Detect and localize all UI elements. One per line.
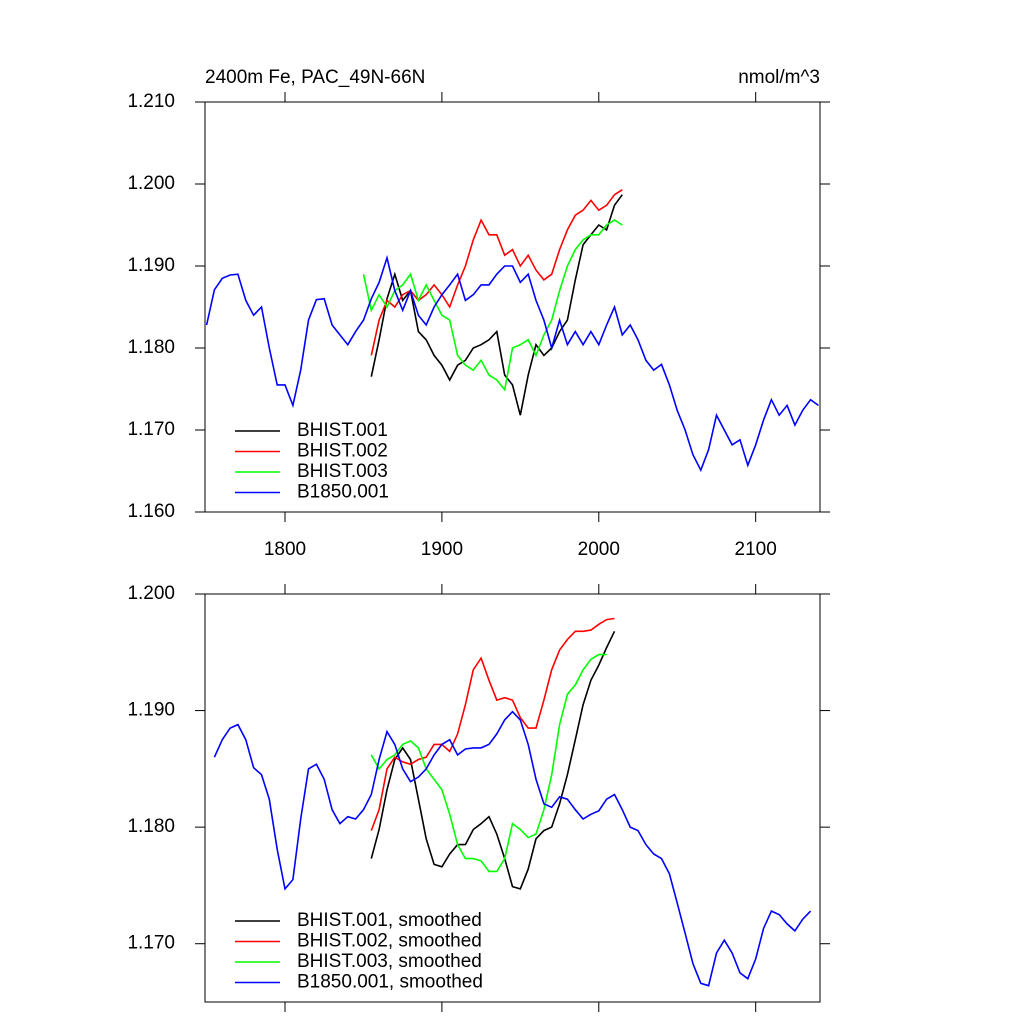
x-tick-label: 2000: [578, 539, 620, 560]
series-line: [213, 710, 812, 987]
y-tick-label: 1.190: [127, 255, 175, 276]
units-label: nmol/m^3: [738, 67, 820, 88]
chart-title: 2400m Fe, PAC_49N-66N: [205, 67, 425, 88]
y-tick-label: 1.210: [127, 91, 175, 112]
x-tick-label: 1800: [264, 539, 306, 560]
series-line: [370, 194, 623, 416]
legend-label: B1850.001, smoothed: [297, 972, 483, 993]
y-tick-label: 1.160: [127, 501, 175, 522]
plot-frame: [204, 593, 821, 1003]
y-tick-label: 1.170: [127, 419, 175, 440]
series-line: [370, 189, 623, 356]
series-line: [370, 617, 615, 831]
series-line: [205, 254, 819, 473]
legend-label: BHIST.001, smoothed: [297, 910, 482, 931]
y-tick-label: 1.200: [127, 173, 175, 194]
legend-label: BHIST.002: [297, 441, 388, 462]
y-tick-label: 1.200: [127, 583, 175, 604]
legend-label: BHIST.003: [297, 461, 388, 482]
x-tick-label: 2100: [735, 539, 777, 560]
legend-label: BHIST.003, smoothed: [297, 951, 482, 972]
legend-label: BHIST.002, smoothed: [297, 931, 482, 952]
legend-label: B1850.001: [297, 482, 389, 503]
y-tick-label: 1.170: [127, 933, 175, 954]
y-tick-label: 1.190: [127, 700, 175, 721]
series-line: [370, 653, 607, 873]
legend-label: BHIST.001: [297, 420, 388, 441]
y-tick-label: 1.180: [127, 337, 175, 358]
plot-frame: [204, 101, 821, 513]
y-tick-label: 1.180: [127, 816, 175, 837]
series-line: [370, 630, 616, 890]
series-line: [362, 219, 623, 392]
x-tick-label: 1900: [421, 539, 463, 560]
